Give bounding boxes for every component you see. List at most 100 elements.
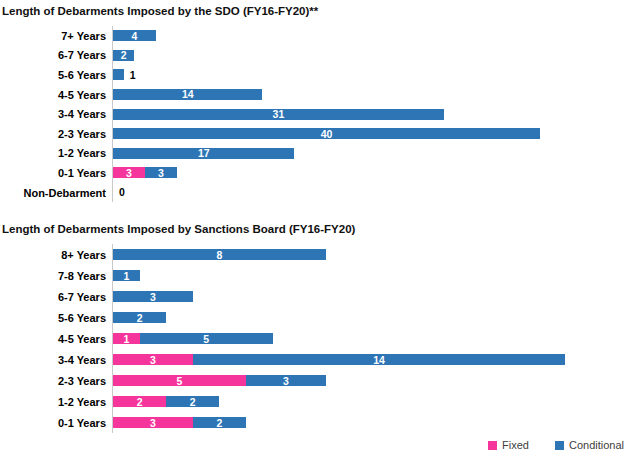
value-label: 1 <box>123 271 129 282</box>
bar-segment-conditional: 40 <box>113 128 540 139</box>
category-label: 7-8 Years <box>0 265 112 286</box>
category-label: 4-5 Years <box>0 328 112 349</box>
legend-swatch-fixed <box>488 441 497 450</box>
bar-row: 0-1 Years32 <box>0 412 630 433</box>
bar-track: 40 <box>112 124 630 144</box>
chart-plot-sdo: 7+ Years 4 6-7 Years25-6 Years 1 4-5 Years14… <box>0 26 630 202</box>
value-label: 14 <box>373 355 385 366</box>
legend-item-conditional: Conditional <box>555 440 624 451</box>
category-label: 0-1 Years <box>0 163 112 183</box>
bar-track: 33 <box>112 163 630 183</box>
bar-segment-fixed: 5 <box>113 375 246 386</box>
bar-track: 1 <box>112 265 630 286</box>
legend-swatch-conditional <box>555 441 564 450</box>
bar-track: 0 <box>112 183 630 203</box>
chart-sanctions-board: Length of Debarments Imposed by Sanction… <box>0 222 630 433</box>
value-label: 2 <box>137 397 143 408</box>
bar-row: 6-7 Years2 <box>0 46 630 66</box>
bar-row: 1-2 Years22 <box>0 391 630 412</box>
bar-segment-conditional: 3 <box>113 291 193 302</box>
category-label: 7+ Years <box>0 26 112 46</box>
bar-track: 2 <box>112 46 630 66</box>
value-label: 2 <box>216 418 222 429</box>
category-label: 2-3 Years <box>0 370 112 391</box>
category-label: 5-6 Years <box>0 65 112 85</box>
chart-title-sanctions-board: Length of Debarments Imposed by Sanction… <box>0 222 630 237</box>
category-label: 0-1 Years <box>0 412 112 433</box>
value-label: 3 <box>150 292 156 303</box>
category-label: 5-6 Years <box>0 307 112 328</box>
bar-track: 1 <box>112 65 630 85</box>
category-label: 3-4 Years <box>0 349 112 370</box>
bar-segment-conditional: 14 <box>113 89 262 100</box>
chart-plot-sanctions-board: 8+ Years87-8 Years 1 6-7 Years35-6 Years 2 4… <box>0 244 630 433</box>
bar-track: 32 <box>112 412 630 433</box>
bar-row: 2-3 Years40 <box>0 124 630 144</box>
value-label: 3 <box>150 355 156 366</box>
bar-segment-fixed: 3 <box>113 417 193 428</box>
bar-row: 7-8 Years 1 <box>0 265 630 286</box>
bar-track: 53 <box>112 370 630 391</box>
bar-track: 4 <box>112 26 630 46</box>
bar-segment-conditional <box>113 69 124 80</box>
bar-segment-conditional: 2 <box>166 396 219 407</box>
chart-legend: Fixed Conditional <box>488 440 624 451</box>
bar-segment-conditional: 3 <box>246 375 326 386</box>
bar-segment-conditional: 2 <box>113 50 134 61</box>
value-label: 3 <box>126 168 132 179</box>
legend-label: Conditional <box>569 440 624 451</box>
bar-row: 7+ Years 4 <box>0 26 630 46</box>
value-label: 5 <box>177 376 183 387</box>
value-label: 17 <box>198 148 210 159</box>
bar-track: 22 <box>112 391 630 412</box>
value-label: 2 <box>137 313 143 324</box>
bar-row: 6-7 Years3 <box>0 286 630 307</box>
bar-segment-conditional: 5 <box>140 333 273 344</box>
bar-track: 8 <box>112 244 630 265</box>
bar-segment-conditional: 17 <box>113 148 294 159</box>
category-label: 4-5 Years <box>0 85 112 105</box>
bar-row: 4-5 Years15 <box>0 328 630 349</box>
bar-track: 15 <box>112 328 630 349</box>
bar-segment-fixed: 2 <box>113 396 166 407</box>
value-label: 31 <box>273 109 285 120</box>
bar-segment-conditional: 2 <box>193 417 246 428</box>
bar-row: 5-6 Years 1 <box>0 65 630 85</box>
category-label: 1-2 Years <box>0 144 112 164</box>
bar-row: 5-6 Years 2 <box>0 307 630 328</box>
chart-title-sdo: Length of Debarments Imposed by the SDO … <box>0 4 630 19</box>
bar-track: 14 <box>112 85 630 105</box>
value-label: 3 <box>283 376 289 387</box>
value-label: 2 <box>190 397 196 408</box>
value-label: 1 <box>130 70 136 81</box>
bar-segment-conditional: 3 <box>145 167 177 178</box>
value-label: 0 <box>119 187 125 198</box>
category-label: 1-2 Years <box>0 391 112 412</box>
value-label: 3 <box>150 418 156 429</box>
bar-segment-conditional: 1 <box>113 270 140 281</box>
bar-row: 1-2 Years 17 <box>0 144 630 164</box>
bar-segment-conditional: 8 <box>113 249 326 260</box>
category-label: Non-Debarment <box>0 183 112 203</box>
value-label: 3 <box>158 168 164 179</box>
legend-item-fixed: Fixed <box>488 440 529 451</box>
category-label: 3-4 Years <box>0 104 112 124</box>
bar-track: 3 <box>112 286 630 307</box>
bar-segment-conditional: 14 <box>193 354 565 365</box>
bar-track: 3 14 <box>112 349 630 370</box>
bar-row: 4-5 Years14 <box>0 85 630 105</box>
bar-row: 3-4 Years 3 14 <box>0 349 630 370</box>
bar-track: 17 <box>112 144 630 164</box>
value-label: 8 <box>216 250 222 261</box>
bar-segment-conditional: 4 <box>113 30 156 41</box>
bar-row: Non-Debarment 0 <box>0 183 630 203</box>
value-label: 4 <box>131 31 137 42</box>
legend-label: Fixed <box>502 440 529 451</box>
category-label: 6-7 Years <box>0 46 112 66</box>
bar-row: 8+ Years8 <box>0 244 630 265</box>
bar-row: 0-1 Years33 <box>0 163 630 183</box>
bar-segment-fixed: 3 <box>113 167 145 178</box>
value-label: 5 <box>203 334 209 345</box>
bar-track: 2 <box>112 307 630 328</box>
bar-row: 2-3 Years53 <box>0 370 630 391</box>
